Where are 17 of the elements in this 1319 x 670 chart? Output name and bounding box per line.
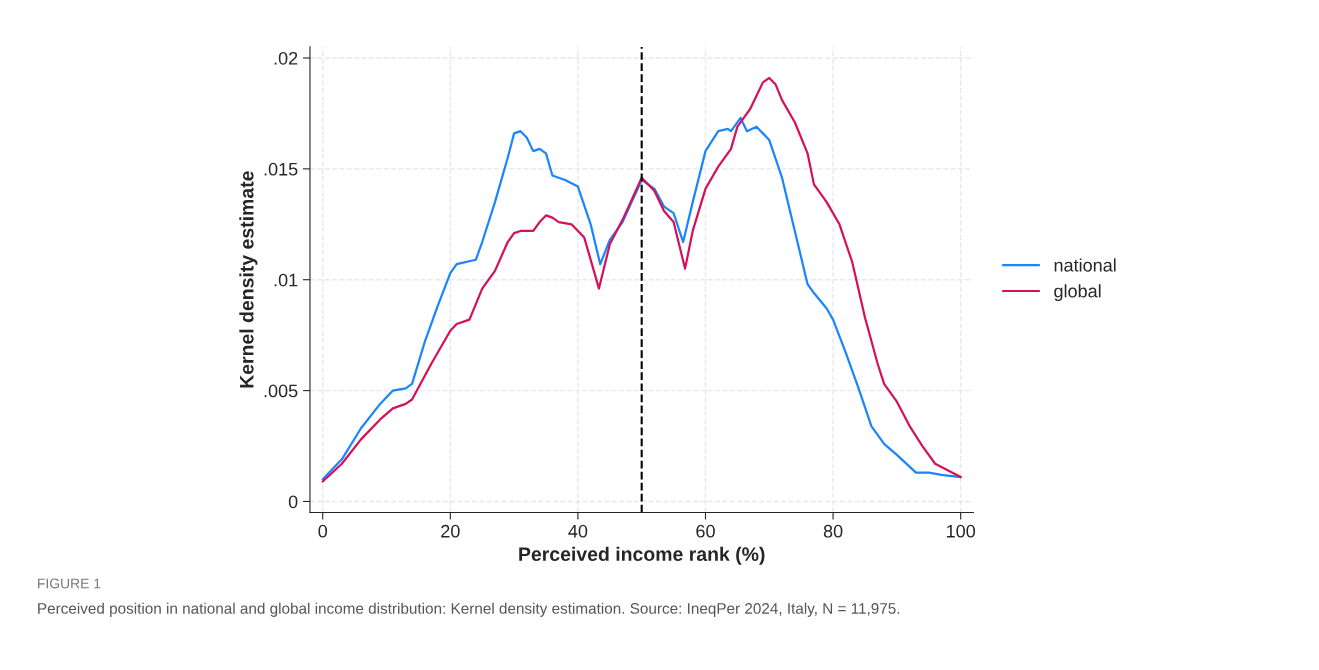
x-tick-label: 40 <box>568 524 588 538</box>
x-tick-label: 80 <box>823 524 843 538</box>
text: Perceived position in national and global income distribution: Kernel density estimation. Source: IneqPer 2024, Italy, N = 11,975. <box>38 602 900 617</box>
x-tick-label: 0 <box>318 524 328 538</box>
x-tick-label: 60 <box>696 524 715 538</box>
y-tick-label: .01 <box>274 273 298 287</box>
y-tick-label: .005 <box>264 384 298 398</box>
x-tick-label: 100 <box>946 524 976 538</box>
x-tick-label: 20 <box>441 524 460 538</box>
y-tick-label: 0 <box>288 495 298 509</box>
legend-label: global <box>1054 284 1101 302</box>
y-tick-label: .015 <box>264 162 298 176</box>
caption: FIGURE 1 <box>38 578 101 589</box>
x-axis-title: Perceived income rank (%) <box>519 546 765 565</box>
y-tick-label: .02 <box>274 51 298 65</box>
y-axis-title: Kernel density estimate <box>239 171 258 388</box>
legend-label: national <box>1054 258 1116 272</box>
